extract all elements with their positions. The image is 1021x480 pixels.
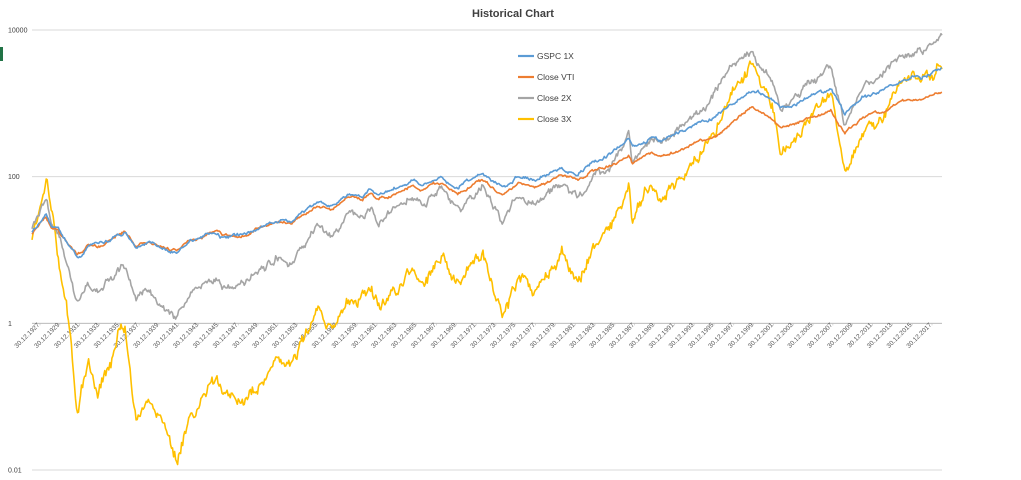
y-tick-label: 100: [8, 174, 20, 181]
legend-label: Close VTI: [537, 72, 574, 82]
series-line-gspc-1x: [31, 67, 943, 259]
legend-label: GSPC 1X: [537, 51, 574, 61]
series-line-close-vti: [31, 91, 943, 256]
legend: GSPC 1X Close VTI Close 2X Close 3X: [518, 51, 574, 124]
sheet-selection-marker: [0, 47, 3, 61]
y-tick-label: 10000: [8, 28, 28, 35]
series-line-close-3x: [31, 60, 943, 466]
y-tick-label: 0.01: [8, 468, 22, 475]
y-axis-ticks: 10000 100 1 0.01: [8, 28, 28, 475]
x-axis-ticks: 30.12.192730.12.192930.12.193130.12.1933…: [13, 322, 933, 350]
legend-label: Close 2X: [537, 93, 572, 103]
legend-label: Close 3X: [537, 114, 572, 124]
chart-title: Historical Chart: [472, 8, 554, 20]
y-tick-label: 1: [8, 321, 12, 328]
series-lines: [31, 32, 943, 466]
gridlines: [32, 29, 942, 471]
series-line-close-2x: [31, 32, 943, 320]
